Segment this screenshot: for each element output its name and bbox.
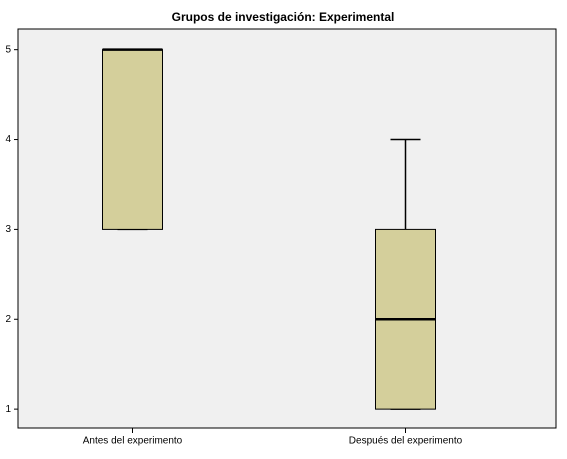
y-tick-label: 3	[5, 224, 11, 235]
x-tick-label: Después del experimento	[349, 436, 463, 447]
y-tick-label: 1	[5, 404, 11, 415]
x-tick-label: Antes del experimento	[83, 436, 183, 447]
chart-title: Grupos de investigación: Experimental	[172, 10, 395, 24]
y-tick-label: 2	[5, 314, 11, 325]
box	[102, 49, 163, 230]
y-tick-label: 5	[5, 44, 11, 55]
plot-area	[17, 28, 557, 429]
y-tick-label: 4	[5, 134, 11, 145]
